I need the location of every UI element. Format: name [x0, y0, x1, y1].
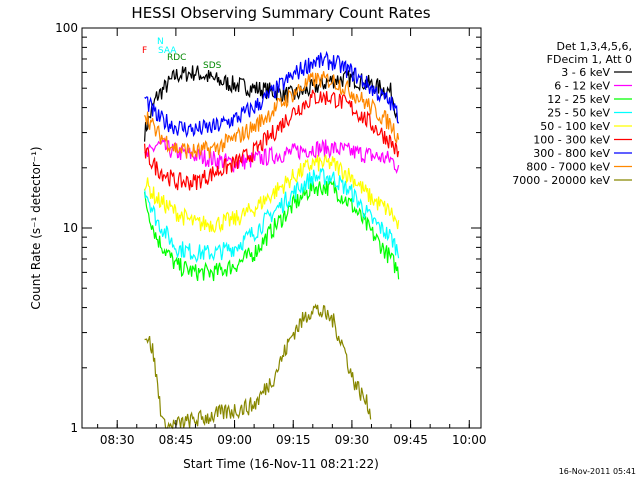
x-tick-label-4: 09:15: [276, 433, 311, 447]
series-line-7: [144, 50, 400, 138]
legend-label-1: 3 - 6 keV: [561, 66, 610, 79]
y-tick-label-3: 100: [55, 21, 78, 35]
y-tick-label-1: 1: [70, 421, 78, 435]
x-tick-label-7: 10:00: [452, 433, 487, 447]
y-axis-label: Count Rate (s⁻¹ detector⁻¹): [29, 146, 43, 309]
annotation-4: RDC: [167, 53, 186, 63]
legend-label-7: 300 - 800 keV: [533, 147, 610, 160]
legend-label-9: 7000 - 20000 keV: [512, 174, 610, 187]
series-line-8: [144, 71, 400, 159]
chart-title: HESSI Observing Summary Count Rates: [131, 4, 430, 22]
legend-label-6: 100 - 300 keV: [533, 134, 610, 147]
x-tick-label-3: 09:00: [217, 433, 252, 447]
legend-header-2: FDecim 1, Att 0: [547, 53, 632, 66]
timestamp: 16-Nov-2011 05:41: [559, 467, 636, 476]
annotation-5: SDS: [203, 61, 222, 71]
legend-header-1: Det 1,3,4,5,6,: [556, 40, 632, 53]
series-line-5: [144, 154, 400, 234]
legend-label-2: 6 - 12 keV: [554, 80, 610, 93]
y-tick-label-2: 10: [63, 221, 78, 235]
x-tick-label-5: 09:30: [335, 433, 370, 447]
x-tick-label-2: 08:45: [159, 433, 194, 447]
axes: 08:30 08:45 09:00 09:15 09:30 09:45 10:00 1 10 10…: [55, 21, 486, 447]
legend-label-4: 25 - 50 keV: [547, 107, 610, 120]
legend: Det 1,3,4,5,6,FDecim 1, Att 03 - 6 keV6 …: [512, 40, 632, 187]
annotation-2: F: [142, 46, 147, 56]
legend-label-8: 800 - 7000 keV: [526, 161, 610, 174]
x-tick-label-1: 08:30: [100, 433, 135, 447]
legend-label-3: 12 - 25 keV: [547, 93, 610, 106]
series-line-4: [144, 167, 400, 264]
series-line-6: [144, 89, 400, 191]
x-tick-label-6: 09:45: [393, 433, 428, 447]
annotation-1: N: [157, 37, 164, 47]
series-line-9: [144, 303, 372, 430]
plot-frame: [81, 27, 482, 429]
x-axis-label: Start Time (16-Nov-11 08:21:22): [183, 457, 379, 471]
series-line-3: [144, 178, 400, 282]
annotation-3: SAA: [158, 46, 177, 56]
legend-label-5: 50 - 100 keV: [540, 120, 610, 133]
